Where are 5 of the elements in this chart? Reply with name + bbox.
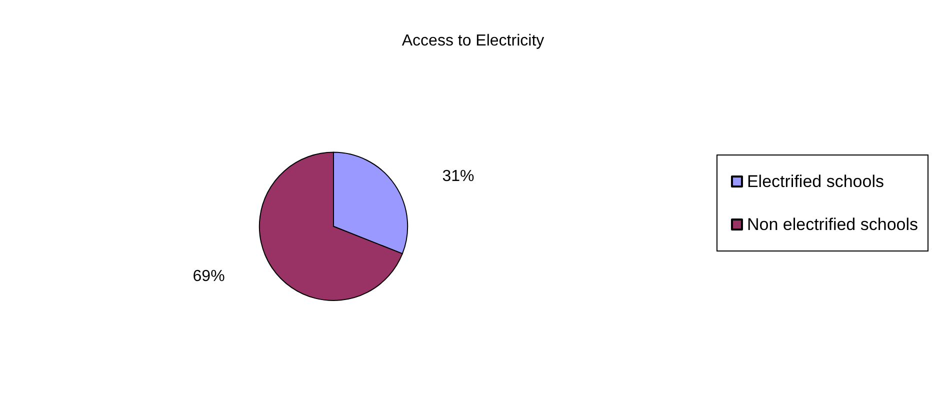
data-label: 69% bbox=[192, 268, 225, 285]
chart-title: Access to Electricity bbox=[402, 32, 544, 50]
legend-label: Non electrified schools bbox=[746, 215, 918, 234]
legend-label: Electrified schools bbox=[746, 172, 884, 191]
data-label: 31% bbox=[442, 168, 474, 185]
